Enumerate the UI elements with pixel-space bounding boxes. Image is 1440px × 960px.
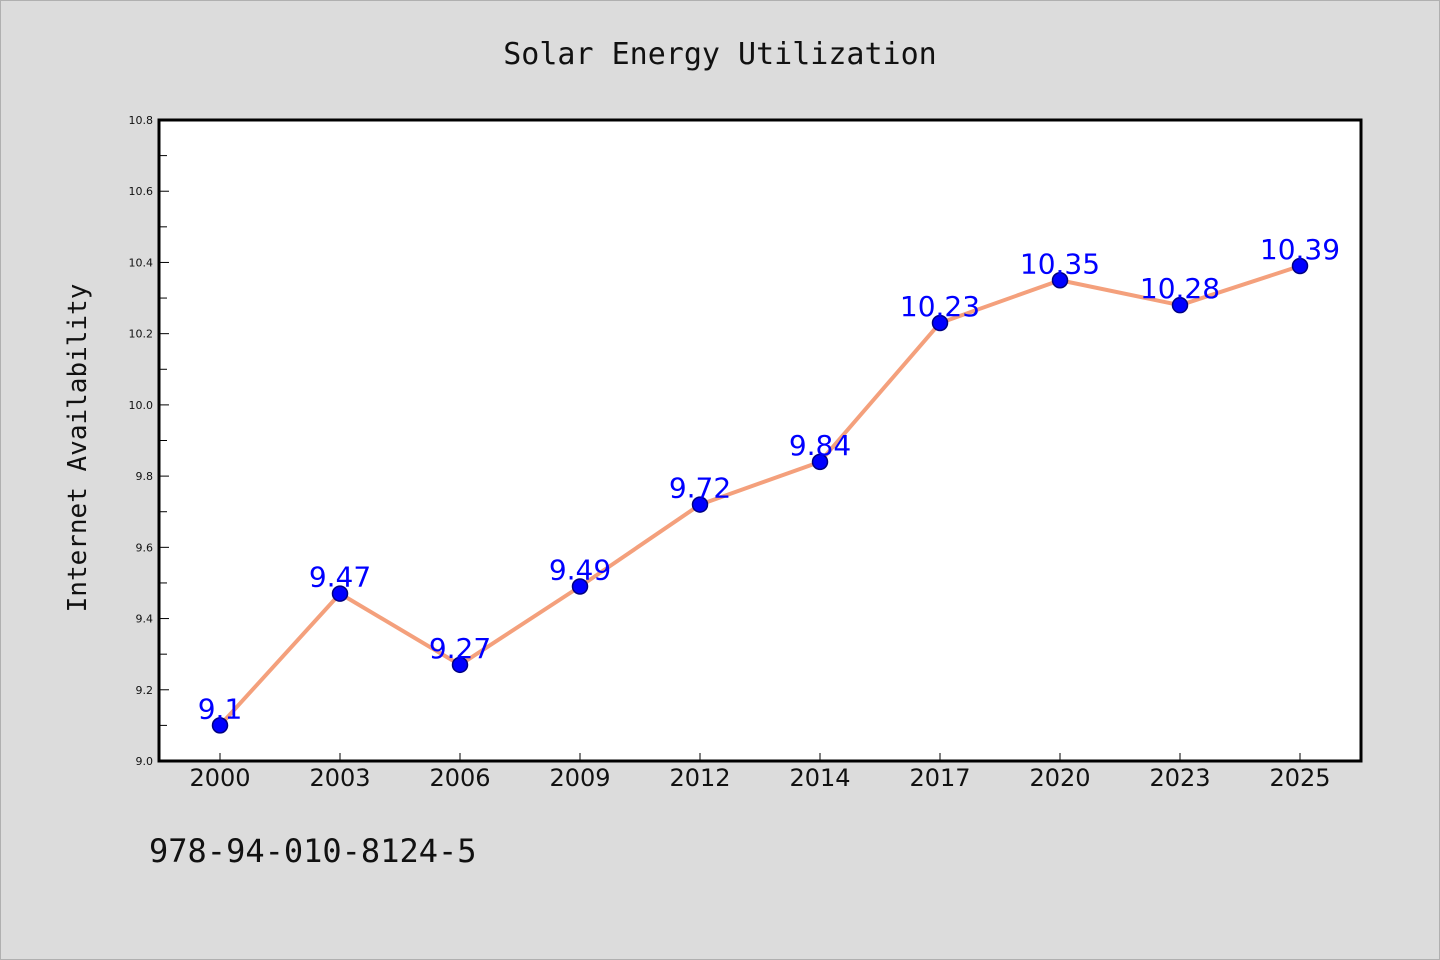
data-label: 10.35 <box>1020 247 1100 280</box>
chart-title: Solar Energy Utilization <box>503 37 936 72</box>
data-point <box>691 496 709 513</box>
y-axis: 9.0 9.2 9.4 9.6 9.8 10.0 10.2 10.4 10.6 10.8 <box>129 114 169 768</box>
data-label: 9.49 <box>549 554 611 587</box>
data-label: 10.23 <box>900 290 980 323</box>
data-point <box>571 578 589 595</box>
y-tick-label: 10.4 <box>129 256 154 269</box>
x-tick-label: 2025 <box>1269 764 1330 792</box>
y-tick-label: 10.0 <box>129 399 154 412</box>
data-label: 10.39 <box>1260 233 1340 266</box>
data-label: 9.47 <box>309 561 371 594</box>
x-tick-label: 2023 <box>1149 764 1210 792</box>
x-tick-label: 2017 <box>909 764 970 792</box>
x-tick-label: 2000 <box>189 764 250 792</box>
data-label: 9.84 <box>789 429 851 462</box>
data-point <box>211 717 229 734</box>
y-tick-label: 9.2 <box>136 684 154 697</box>
y-axis-label: Internet Availability <box>63 284 93 613</box>
x-tick-label: 2020 <box>1029 764 1090 792</box>
y-tick-label: 10.2 <box>129 328 154 341</box>
x-tick-label: 2012 <box>669 764 730 792</box>
data-point <box>451 656 469 674</box>
data-point <box>811 453 829 471</box>
x-tick-label: 2006 <box>429 764 490 792</box>
data-label: 9.1 <box>198 692 243 725</box>
x-tick-label: 2009 <box>549 764 610 792</box>
data-point <box>1171 296 1189 314</box>
y-tick-label: 9.4 <box>136 613 154 626</box>
data-point <box>331 585 349 602</box>
series-line <box>218 264 1302 728</box>
y-tick-label: 10.6 <box>129 185 154 198</box>
x-axis: 2000 2003 2006 2009 2012 2014 2017 2020 2023 2025 <box>189 753 1331 792</box>
y-tick-label: 9.0 <box>136 755 154 768</box>
data-label: 9.27 <box>429 632 491 665</box>
data-point <box>1051 272 1069 289</box>
data-point <box>1291 257 1309 275</box>
y-tick-label: 9.8 <box>136 470 154 483</box>
data-point <box>931 314 949 332</box>
data-label: 10.28 <box>1140 272 1220 305</box>
x-tick-label: 2014 <box>789 764 850 792</box>
data-label: 9.72 <box>669 472 731 505</box>
x-tick-label: 2003 <box>309 764 370 792</box>
plot-area <box>157 118 1363 763</box>
y-tick-label: 10.8 <box>129 114 154 127</box>
footer-code: 978-94-010-8124-5 <box>149 832 477 870</box>
series-layer: 9.1 9.47 9.27 9.49 9.72 9.84 10.23 10.35 10.28 10… <box>198 233 1340 734</box>
y-tick-label: 9.6 <box>136 541 154 554</box>
